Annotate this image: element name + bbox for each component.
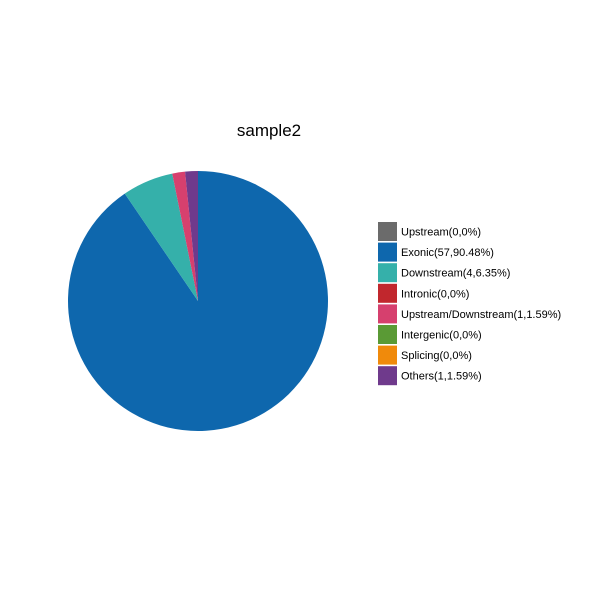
pie-slice-others bbox=[185, 171, 198, 301]
legend-label-others: Others(1,1.59%) bbox=[401, 371, 482, 383]
legend-item-intronic: Intronic(0,0%) bbox=[378, 283, 469, 303]
legend-swatch-intronic bbox=[378, 283, 397, 303]
legend-label-downstream: Downstream(4,6.35%) bbox=[401, 268, 510, 280]
pie-slices bbox=[68, 171, 329, 431]
legend-label-exonic: Exonic(57,90.48%) bbox=[401, 247, 494, 259]
legend-swatch-splicing bbox=[378, 345, 397, 365]
legend-item-upstream-downstream: Upstream/Downstream(1,1.59%) bbox=[378, 304, 561, 324]
pie-slice-downstream bbox=[124, 173, 198, 301]
legend-label-upstream-downstream: Upstream/Downstream(1,1.59%) bbox=[401, 309, 561, 321]
pie-slice-upstream-downstream bbox=[172, 171, 198, 301]
pie-slice-exonic bbox=[68, 171, 329, 431]
legend-swatch-exonic bbox=[378, 242, 397, 262]
legend-item-upstream: Upstream(0,0%) bbox=[378, 222, 481, 241]
legend-swatch-upstream bbox=[378, 222, 397, 241]
legend: Upstream(0,0%) Exonic(57,90.48%) Downstrea… bbox=[378, 222, 561, 386]
legend-swatch-upstream-downstream bbox=[378, 304, 397, 324]
legend-item-others: Others(1,1.59%) bbox=[378, 366, 482, 386]
legend-swatch-downstream bbox=[378, 263, 397, 283]
legend-label-splicing: Splicing(0,0%) bbox=[401, 350, 472, 362]
legend-label-intergenic: Intergenic(0,0%) bbox=[401, 330, 482, 342]
legend-swatch-intergenic bbox=[378, 325, 397, 344]
legend-item-downstream: Downstream(4,6.35%) bbox=[378, 263, 510, 283]
legend-item-exonic: Exonic(57,90.48%) bbox=[378, 242, 494, 262]
legend-swatch-others bbox=[378, 366, 397, 386]
legend-label-upstream: Upstream(0,0%) bbox=[401, 227, 481, 239]
legend-item-splicing: Splicing(0,0%) bbox=[378, 345, 472, 365]
legend-item-intergenic: Intergenic(0,0%) bbox=[378, 325, 482, 344]
chart-title: sample2 bbox=[237, 121, 301, 140]
legend-label-intronic: Intronic(0,0%) bbox=[401, 288, 469, 300]
